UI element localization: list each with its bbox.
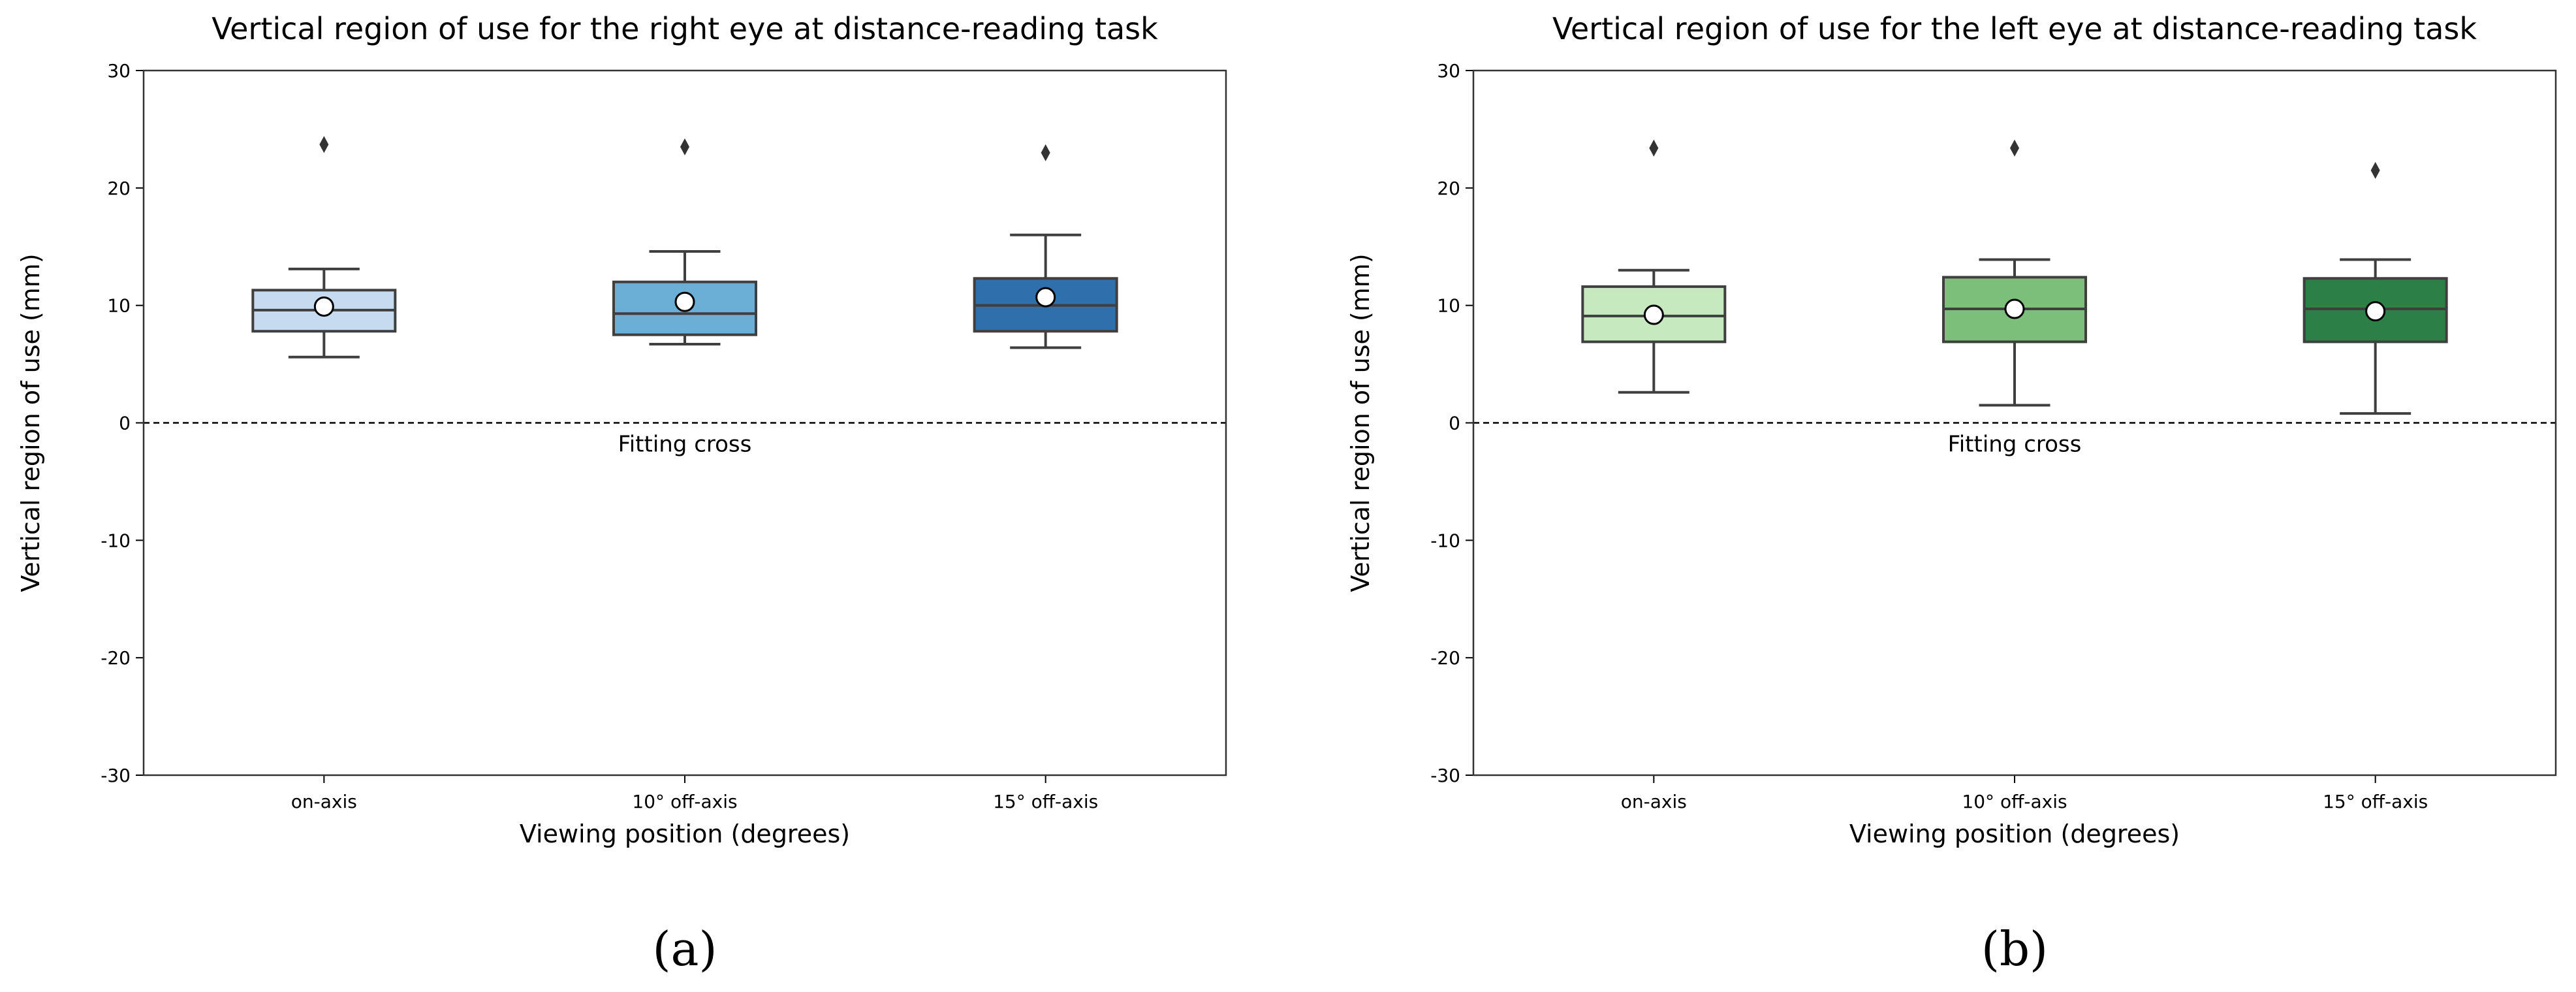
outlier-point [319,136,329,153]
mean-marker [2365,301,2386,322]
chart-panel-left-eye: Vertical region of use for the left eye … [1346,11,2557,976]
outlier-point [1649,139,1659,157]
y-tick-label: -10 [1430,530,1460,551]
y-tick-label: -30 [101,765,131,786]
plot-frame [142,69,1227,776]
x-axis-label: Viewing position (degrees) [1849,820,2180,848]
panel-label: (a) [652,921,717,976]
chart-title: Vertical region of use for the right eye… [212,11,1158,46]
y-axis-label: Vertical region of use (mm) [16,253,45,592]
y-tick-label: 30 [1437,60,1460,82]
y-tick-label: 30 [107,60,131,82]
y-tick-label: 10 [107,295,131,317]
reference-line-label: Fitting cross [1948,432,2082,458]
outlier-point [2370,161,2380,179]
chart-title: Vertical region of use for the left eye … [1552,11,2477,46]
y-tick-label: 0 [1449,413,1460,434]
y-tick-label: -20 [101,647,131,669]
outlier-point [2010,139,2019,157]
y-axis-label: Vertical region of use (mm) [1346,253,1375,592]
x-tick-label: on-axis [1621,791,1687,812]
outlier-point [680,138,689,155]
mean-marker [1643,304,1664,325]
y-tick-label: -10 [101,530,131,551]
x-axis-label: Viewing position (degrees) [520,820,850,848]
y-tick-label: -30 [1430,765,1460,786]
mean-marker [313,296,334,317]
reference-line-label: Fitting cross [618,432,752,458]
outlier-point [1041,144,1050,161]
panel-label: (b) [1981,921,2048,976]
y-tick-label: 0 [119,413,131,434]
mean-marker [2004,298,2025,319]
x-tick-label: 15° off-axis [2323,791,2428,812]
x-tick-label: 10° off-axis [632,791,737,812]
chart-panel-right-eye: Vertical region of use for the right eye… [16,11,1227,976]
y-tick-label: 20 [107,178,131,199]
y-tick-label: 10 [1437,295,1460,317]
x-tick-label: 15° off-axis [993,791,1098,812]
x-tick-label: 10° off-axis [1962,791,2067,812]
mean-marker [674,291,695,312]
plot-frame [1472,69,2557,776]
y-tick-label: -20 [1430,647,1460,669]
y-tick-label: 20 [1437,178,1460,199]
mean-marker [1035,287,1056,308]
x-tick-label: on-axis [291,791,357,812]
